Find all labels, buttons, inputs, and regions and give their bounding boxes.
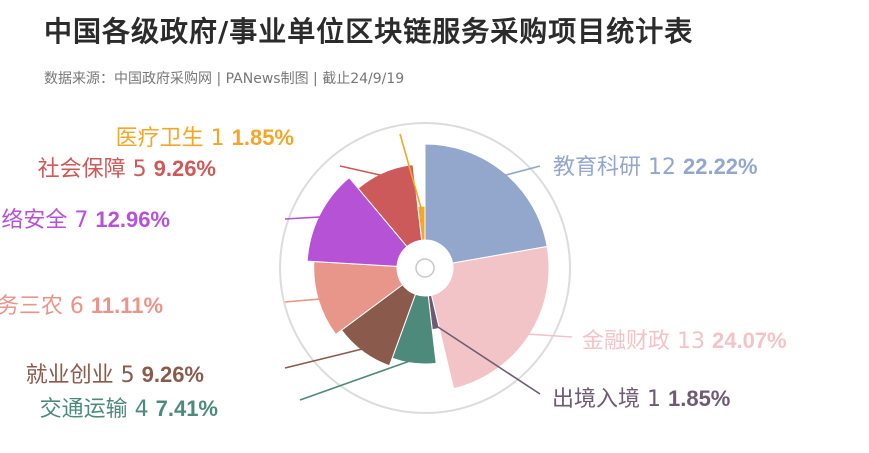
slice-label-3: 出境入境 1 1.85% <box>552 386 730 412</box>
slice-label-4: 交通运输 4 7.41% <box>40 396 218 422</box>
slice-label-percent: 22.22% <box>683 154 758 179</box>
slice-label-percent: 7.41% <box>156 396 218 421</box>
slice-9 <box>417 205 426 241</box>
slice-label-9: 医疗卫生 1 1.85% <box>116 125 294 151</box>
slice-label-name: 交通运输 4 <box>40 397 156 422</box>
leader-line-9 <box>399 133 423 211</box>
slice-label-percent: 24.07% <box>712 328 787 353</box>
leader-line-2 <box>525 333 573 338</box>
slice-label-name: 教育科研 12 <box>553 155 683 180</box>
slice-label-5: 就业创业 5 9.26% <box>26 362 204 388</box>
slice-label-percent: 1.85% <box>232 125 294 150</box>
slice-1 <box>424 143 548 264</box>
hub-dot <box>415 258 435 278</box>
slice-label-name: 网络安全 7 <box>0 208 95 233</box>
slice-label-8: 社会保障 5 9.26% <box>38 156 216 182</box>
slice-labels: 教育科研 12 22.22% 金融财政 13 24.07% 出境入境 1 1.85%… <box>0 125 787 422</box>
slice-label-name: 医疗卫生 1 <box>116 126 232 151</box>
slice-label-percent: 11.11% <box>91 293 163 318</box>
slice-label-name: 就业创业 5 <box>26 363 142 388</box>
leader-line-4 <box>299 358 415 401</box>
slice-label-name: 社会保障 5 <box>38 157 154 182</box>
leader-line-7 <box>284 216 324 220</box>
slice-label-2: 金融财政 13 24.07% <box>582 328 787 354</box>
slice-label-name: 出境入境 1 <box>552 387 668 412</box>
slice-5 <box>340 284 417 367</box>
chart-slices <box>306 143 550 390</box>
leader-lines <box>284 133 573 401</box>
leader-line-1 <box>501 165 541 177</box>
slice-label-percent: 1.85% <box>668 386 730 411</box>
guide-ring <box>279 122 571 414</box>
slice-label-name: 服务三农 6 <box>0 294 91 319</box>
slice-label-1: 教育科研 12 22.22% <box>553 154 758 180</box>
chart-subtitle: 数据来源：中国政府采购网 | PANews制图 | 截止24/9/19 <box>44 71 405 87</box>
hub-fill <box>398 241 452 295</box>
slice-label-6: 服务三农 6 11.11% <box>0 293 163 319</box>
center-hub <box>398 241 452 295</box>
chart-title: 中国各级政府/事业单位区块链服务采购项目统计表 <box>44 15 694 48</box>
leader-line-3 <box>434 324 541 395</box>
leader-line-5 <box>284 347 366 369</box>
slice-label-7: 网络安全 7 12.96% <box>0 207 170 233</box>
slice-label-percent: 9.26% <box>142 362 204 387</box>
slice-8 <box>357 164 423 248</box>
slice-label-percent: 12.96% <box>95 207 170 232</box>
slice-6 <box>313 261 404 336</box>
slice-7 <box>306 176 408 267</box>
outer-ring <box>279 122 571 414</box>
slice-label-name: 金融财政 13 <box>582 329 712 354</box>
leader-line-6 <box>284 297 323 303</box>
slice-2 <box>430 245 550 390</box>
leader-line-8 <box>339 165 386 177</box>
slice-label-percent: 9.26% <box>154 156 216 181</box>
